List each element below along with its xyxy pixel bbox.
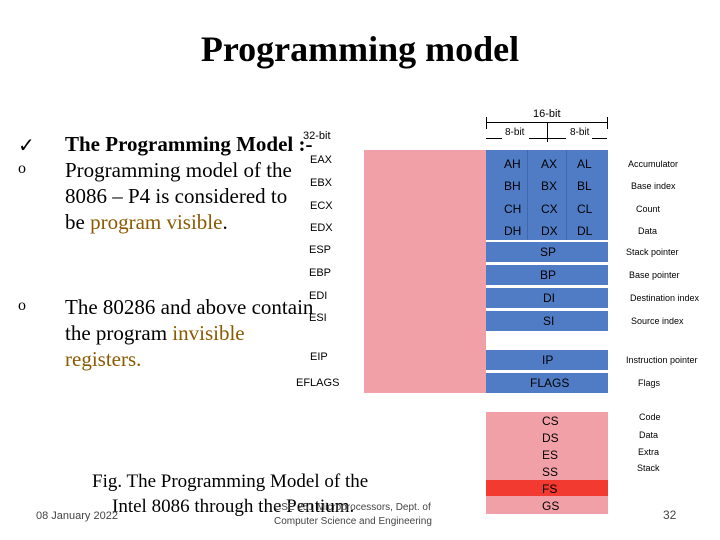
page-number: 32: [663, 508, 677, 522]
ptr-desc-1: Base pointer: [629, 270, 680, 280]
eflags-label: EFLAGS: [296, 377, 340, 389]
eip-label: EIP: [310, 351, 328, 363]
reg-high-0: AH: [504, 157, 521, 171]
reg-desc-3: Data: [638, 226, 658, 236]
bullet-2-line-2: 8086 – P4 is considered to: [65, 184, 288, 208]
di-register: [486, 288, 608, 308]
bullet-2-line-1: Programming model of the: [65, 158, 292, 182]
segment-label-0: CS: [542, 414, 559, 428]
segment-label-5: GS: [542, 499, 560, 513]
reg-mid-2: CX: [541, 202, 558, 216]
reg-low-0: AL: [577, 157, 592, 171]
bracket-tick: [607, 117, 608, 129]
reg-high-1: BH: [504, 179, 521, 193]
ptr16-label-3: SI: [543, 314, 555, 328]
segment-registers-a: [486, 412, 608, 480]
segment-label-1: DS: [542, 431, 559, 445]
width-32-label: 32-bit: [303, 130, 331, 142]
eip-desc: Instruction pointer: [626, 355, 698, 365]
reg32-label-1: EBX: [310, 177, 333, 189]
ip-register: [486, 350, 608, 370]
bullet-2-line-3: be program visible.: [65, 210, 228, 234]
ptr32-label-2: EDI: [309, 290, 328, 302]
bracket-divider: [547, 122, 548, 142]
reg-mid-0: AX: [541, 157, 558, 171]
bracket-arrow: [592, 138, 607, 139]
width-16-label: 16-bit: [533, 108, 561, 120]
reg-mid-1: BX: [541, 179, 558, 193]
figure-caption-line-2: Intel 8086 through the Pentium.: [112, 496, 355, 517]
reg-high-2: CH: [504, 202, 522, 216]
ptr-desc-2: Destination index: [630, 293, 700, 303]
reg32-label-2: ECX: [310, 200, 333, 212]
reg-desc-1: Base index: [631, 181, 676, 191]
flags-desc: Flags: [638, 378, 661, 388]
reg-low-3: DL: [577, 224, 593, 238]
bullet-3-line-3: registers.: [65, 347, 142, 371]
footer-date: 08 January 2022: [36, 510, 118, 522]
footer-course-line-2: Computer Science and Engineering: [274, 516, 432, 527]
segment-desc-1: Data: [639, 430, 659, 440]
reg-mid-3: DX: [541, 224, 558, 238]
flags-label: FLAGS: [530, 376, 570, 390]
reg-desc-2: Count: [636, 204, 661, 214]
ptr32-label-0: ESP: [309, 244, 332, 256]
ptr16-label-0: SP: [540, 245, 557, 259]
cell-separator: [527, 150, 528, 240]
segment-label-3: SS: [542, 465, 559, 479]
width-8-label-low: 8-bit: [570, 127, 590, 138]
slide-title: Programming model: [200, 29, 520, 69]
bracket-arrow: [548, 138, 566, 139]
segment-desc-2: Extra: [638, 447, 660, 457]
reg32-label-0: EAX: [310, 154, 333, 166]
ptr-desc-3: Source index: [631, 316, 684, 326]
bracket-arrow: [529, 138, 547, 139]
reg-low-2: CL: [577, 202, 593, 216]
ptr32-label-3: ESI: [309, 312, 327, 324]
reg-low-1: BL: [577, 179, 592, 193]
segment-registers-b: [486, 480, 608, 496]
bullet-marker: o: [18, 160, 26, 177]
segment-desc-3: Stack: [637, 463, 660, 473]
bracket-arrow: [486, 138, 502, 139]
upper-register-half: [364, 150, 486, 390]
ip-label: IP: [542, 353, 554, 367]
figure-caption-line-1: Fig. The Programming Model of the: [92, 471, 369, 492]
bp-register: [486, 265, 608, 285]
reg-high-3: DH: [504, 224, 522, 238]
footer-course-line-1: CSE 251 Microprocessors, Dept. of: [274, 502, 431, 513]
general-registers: [486, 150, 608, 240]
bullet-heading: The Programming Model :-: [65, 132, 313, 156]
segment-desc-0: Code: [639, 412, 661, 422]
reg32-label-3: EDX: [310, 222, 333, 234]
flags-register: [486, 373, 608, 393]
bullet-3-line-1: The 80286 and above contain: [65, 295, 314, 319]
segment-registers-c: [486, 496, 608, 514]
check-icon: ✓: [18, 135, 35, 157]
si-register: [486, 311, 608, 331]
eflags-upper: [364, 373, 486, 393]
segment-label-2: ES: [542, 448, 559, 462]
bullet-3-line-2: the program invisible: [65, 321, 245, 345]
ptr32-label-1: EBP: [309, 267, 332, 279]
sp-register: [486, 242, 608, 262]
ptr-desc-0: Stack pointer: [626, 247, 679, 257]
segment-label-4: FS: [542, 482, 558, 496]
reg-desc-0: Accumulator: [628, 159, 679, 169]
width-8-label-high: 8-bit: [505, 127, 525, 138]
bracket-tick: [486, 117, 487, 129]
ptr16-label-1: BP: [540, 268, 557, 282]
cell-separator: [566, 150, 567, 240]
ptr16-label-2: DI: [543, 291, 555, 305]
bullet-marker: o: [18, 297, 26, 314]
